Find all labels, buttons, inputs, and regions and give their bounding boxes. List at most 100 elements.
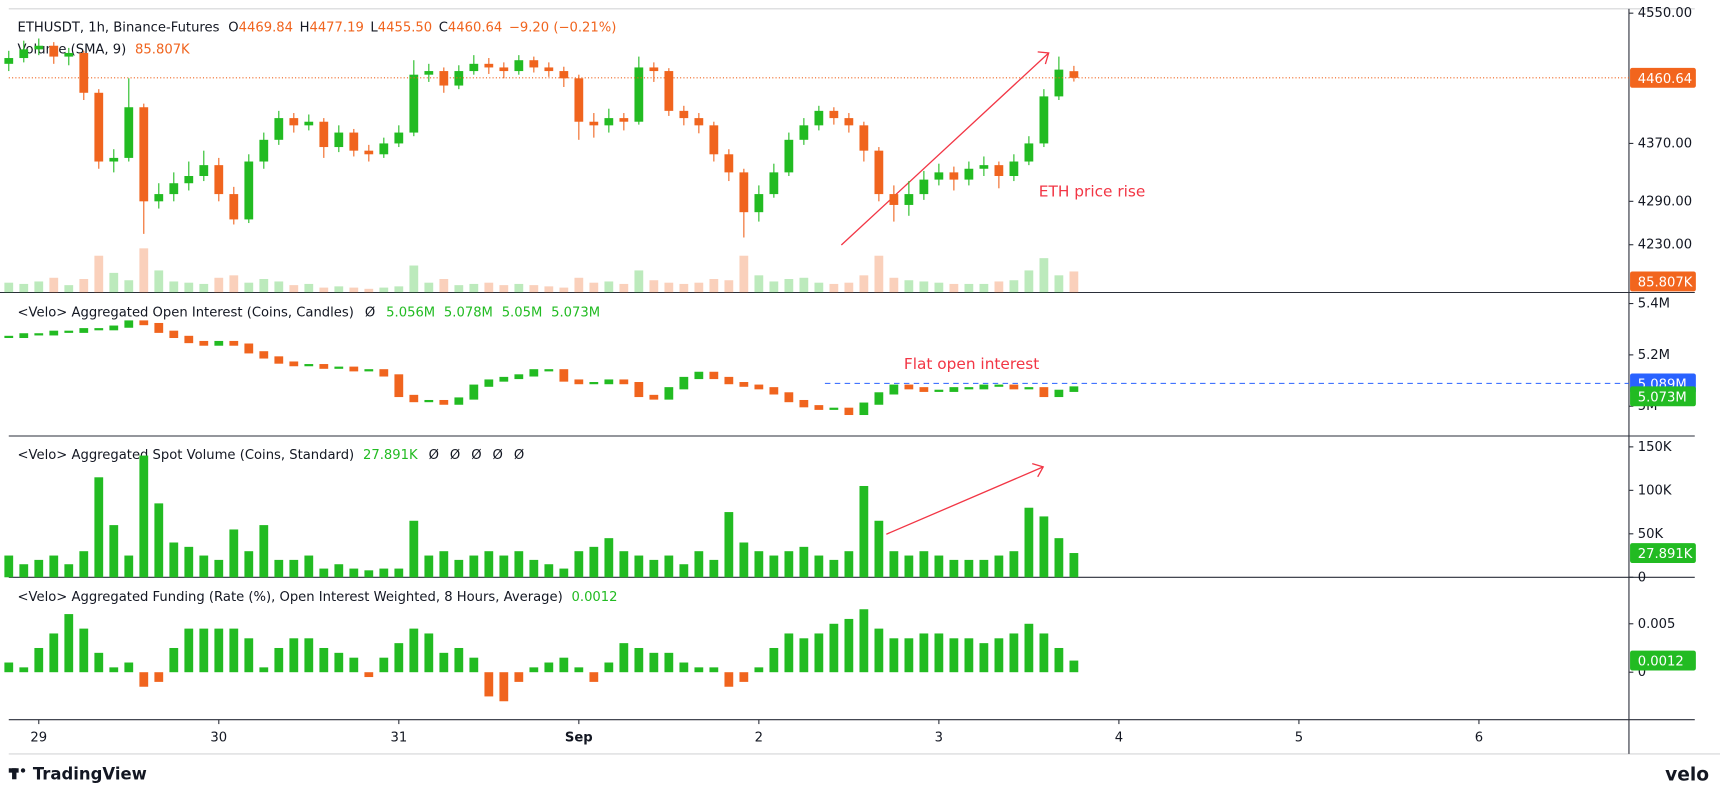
bar bbox=[709, 559, 719, 578]
bar bbox=[484, 672, 494, 697]
legend-symbol: Ø bbox=[514, 448, 524, 463]
oi-candle bbox=[19, 333, 29, 339]
bar bbox=[409, 520, 419, 578]
candle-body bbox=[64, 52, 74, 57]
candle-body bbox=[4, 58, 14, 64]
bar bbox=[724, 512, 734, 578]
bar bbox=[124, 555, 134, 578]
funding-legend: <Velo> Aggregated Funding (Rate (%), Ope… bbox=[18, 590, 618, 605]
oi-candle bbox=[319, 364, 329, 369]
oi-candle bbox=[124, 320, 134, 328]
last-price-tag-bg bbox=[1630, 67, 1696, 88]
candle-body bbox=[679, 110, 689, 119]
candle-body bbox=[1009, 161, 1019, 176]
volume-bar bbox=[139, 248, 149, 293]
bar bbox=[259, 525, 269, 578]
oi-candle bbox=[724, 376, 734, 385]
bar bbox=[19, 564, 29, 578]
volume-bar bbox=[664, 282, 674, 293]
candle-body bbox=[514, 60, 524, 72]
candle-body bbox=[874, 150, 884, 195]
volume-bar bbox=[424, 282, 434, 293]
bar bbox=[529, 559, 539, 578]
y-tick-label: 150K bbox=[1638, 440, 1672, 455]
legend-symbol: Ø bbox=[450, 448, 460, 463]
bar bbox=[919, 633, 929, 673]
volume-bar bbox=[199, 283, 209, 293]
oi-candle bbox=[1054, 389, 1064, 398]
volume-bar bbox=[964, 283, 974, 293]
bar bbox=[274, 647, 284, 673]
bar bbox=[994, 555, 1004, 578]
bar bbox=[799, 546, 809, 578]
candle-body bbox=[319, 121, 329, 148]
bar bbox=[754, 551, 764, 578]
candle-body bbox=[1069, 71, 1079, 78]
candle-body bbox=[934, 172, 944, 180]
oi-candle bbox=[469, 384, 479, 400]
candle-body bbox=[859, 125, 869, 151]
volume-bar bbox=[469, 283, 479, 293]
last-value-tag: 0.0012 bbox=[1638, 655, 1684, 670]
ohlc-value: 4460.64 bbox=[448, 21, 502, 36]
bar bbox=[889, 638, 899, 673]
bar bbox=[214, 628, 224, 673]
bar bbox=[4, 662, 14, 673]
candle-body bbox=[469, 63, 479, 72]
bar bbox=[184, 628, 194, 673]
oi-candle bbox=[544, 369, 554, 372]
bar bbox=[334, 564, 344, 578]
candle-body bbox=[769, 172, 779, 195]
last-value-tag-bg bbox=[1630, 543, 1696, 563]
candle-body bbox=[844, 118, 854, 126]
oi-candle bbox=[1069, 386, 1079, 392]
oi-candle bbox=[49, 330, 59, 336]
bar bbox=[289, 559, 299, 578]
bar bbox=[64, 614, 74, 673]
oi-candle bbox=[1039, 387, 1049, 398]
oi-candle bbox=[799, 399, 809, 408]
bar bbox=[574, 667, 584, 673]
candle-body bbox=[814, 110, 824, 126]
bar bbox=[814, 555, 824, 578]
ohlc-key: O bbox=[228, 21, 238, 36]
bar bbox=[1054, 647, 1064, 673]
candle-body bbox=[799, 125, 809, 140]
bar bbox=[589, 672, 599, 682]
bar bbox=[979, 643, 989, 673]
candle-body bbox=[19, 49, 29, 59]
legend-symbol: Ø bbox=[471, 448, 481, 463]
candle-body bbox=[79, 52, 89, 93]
bar bbox=[769, 647, 779, 673]
source: velo bbox=[1665, 764, 1709, 785]
volume-bar bbox=[184, 282, 194, 293]
bar bbox=[349, 657, 359, 673]
oi-candle bbox=[589, 382, 599, 385]
volume-value: 85.807K bbox=[135, 43, 190, 58]
bar bbox=[319, 647, 329, 673]
oi-candle bbox=[934, 389, 944, 392]
bar bbox=[859, 609, 869, 673]
oi-candle bbox=[334, 366, 344, 369]
oi-candle bbox=[409, 394, 419, 403]
bar bbox=[934, 555, 944, 578]
y-tick-label: 50K bbox=[1638, 527, 1664, 542]
oi-candle bbox=[949, 387, 959, 392]
bar bbox=[754, 667, 764, 673]
bar bbox=[214, 559, 224, 578]
legend-symbol: Ø bbox=[429, 448, 439, 463]
oi-candle bbox=[844, 407, 854, 416]
oi-candle bbox=[229, 340, 239, 346]
bar bbox=[454, 559, 464, 578]
bar bbox=[139, 455, 149, 578]
bar bbox=[889, 551, 899, 578]
spot-title: <Velo> Aggregated Spot Volume (Coins, St… bbox=[18, 448, 355, 463]
oi-candle bbox=[154, 322, 164, 333]
bar bbox=[949, 638, 959, 673]
oi-value: 5.056M bbox=[386, 305, 435, 320]
oi-candle bbox=[199, 340, 209, 346]
oi-candle bbox=[964, 387, 974, 390]
oi-value: 5.073M bbox=[551, 305, 600, 320]
bar bbox=[184, 546, 194, 578]
volume-bar bbox=[64, 285, 74, 293]
